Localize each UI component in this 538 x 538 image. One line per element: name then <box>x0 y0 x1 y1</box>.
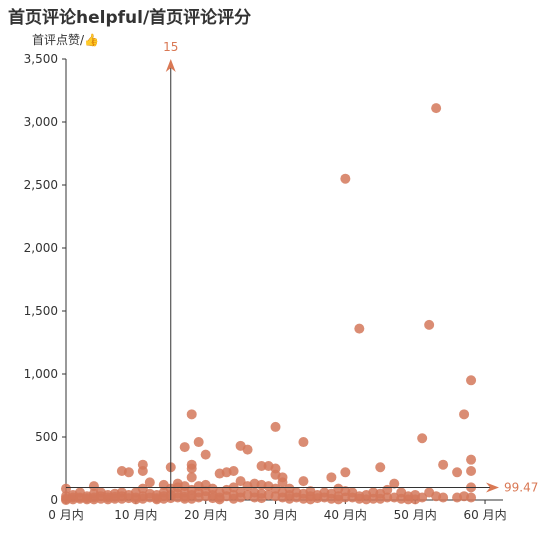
scatter-point <box>298 437 309 448</box>
scatter-point <box>277 477 288 488</box>
y-axis-name: 首评点赞/👍 <box>32 33 99 47</box>
scatter-point <box>123 467 134 478</box>
y-tick-label: 2,500 <box>24 178 58 192</box>
scatter-point <box>137 466 148 477</box>
y-tick-label: 0 <box>50 493 58 507</box>
x-tick-label: 20 月内 <box>184 508 227 522</box>
scatter-point <box>186 463 197 474</box>
scatter-point <box>354 323 365 334</box>
scatter-point <box>186 409 197 420</box>
scatter-point <box>235 476 246 487</box>
scatter-point <box>340 467 351 478</box>
scatter-point <box>256 460 267 471</box>
scatter-point <box>417 433 428 444</box>
y-tick-label: 500 <box>35 430 58 444</box>
scatter-point <box>389 478 400 489</box>
scatter-point <box>452 467 463 478</box>
scatter-point <box>200 449 211 460</box>
y-tick-label: 3,500 <box>24 52 58 66</box>
scatter-point <box>466 375 477 386</box>
x-tick-label: 0 月内 <box>48 508 83 522</box>
scatter-point <box>137 483 148 494</box>
scatter-point <box>417 492 428 503</box>
markline-y-arrow <box>486 482 499 493</box>
scatter-point <box>228 466 239 477</box>
y-tick-label: 1,500 <box>24 304 58 318</box>
scatter-point <box>459 409 470 420</box>
scatter-point <box>88 481 99 492</box>
scatter-point <box>193 437 204 448</box>
scatter-point <box>270 421 281 432</box>
scatter-point <box>298 476 309 487</box>
x-tick-label: 10 月内 <box>114 508 157 522</box>
scatter-point <box>466 454 477 465</box>
x-tick-label: 30 月内 <box>254 508 297 522</box>
scatter-point <box>466 466 477 477</box>
scatter-point <box>61 483 71 494</box>
chart-title: 首页评论helpful/首页评论评分 <box>8 8 252 28</box>
x-tick-label: 50 月内 <box>394 508 437 522</box>
scatter-point <box>382 492 393 503</box>
scatter-point <box>438 459 449 470</box>
scatter-point <box>466 492 477 503</box>
scatter-point <box>424 319 435 330</box>
scatter-point <box>368 493 379 504</box>
y-tick-label: 3,000 <box>24 115 58 129</box>
markline-y-label: 99.47 <box>504 480 538 494</box>
scatter-point <box>186 472 197 483</box>
scatter-point <box>340 492 351 503</box>
x-tick-label: 40 月内 <box>324 508 367 522</box>
y-tick-label: 2,000 <box>24 241 58 255</box>
scatter-point <box>438 492 449 503</box>
scatter-point <box>179 442 190 453</box>
scatter-point <box>242 444 253 455</box>
scatter-point <box>326 472 337 483</box>
scatter-point <box>375 462 386 473</box>
y-tick-label: 1,000 <box>24 367 58 381</box>
scatter-point <box>431 103 442 114</box>
x-tick-label: 60 月内 <box>463 508 506 522</box>
scatter-point <box>144 477 155 488</box>
markline-x-label: 15 <box>163 40 178 54</box>
markline-x-arrow <box>165 59 176 72</box>
scatter-point <box>340 173 351 184</box>
